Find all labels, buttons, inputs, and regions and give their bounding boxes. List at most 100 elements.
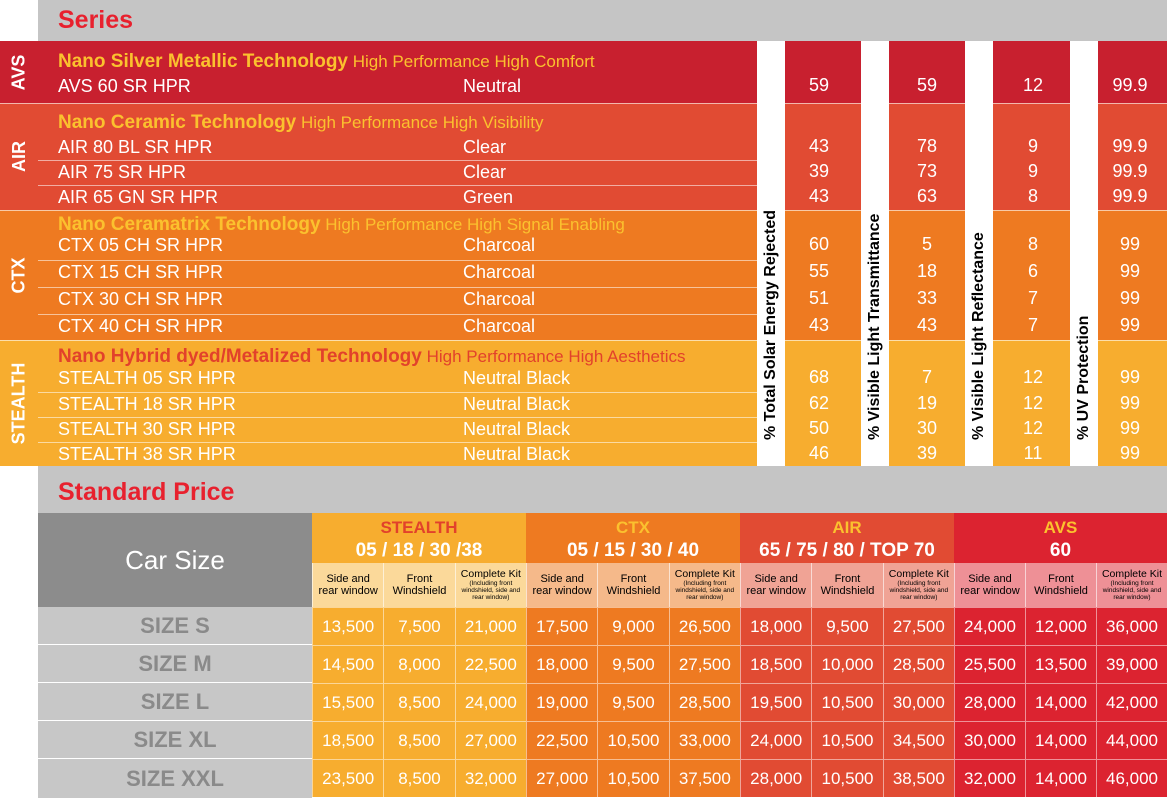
product-row: STEALTH 38 SR HPR Neutral Black (38, 442, 758, 467)
sub-header-line2: Windshield (606, 585, 661, 597)
product-row: CTX 40 CH SR HPR Charcoal (38, 314, 758, 339)
price-group-name: AIR (832, 518, 862, 537)
tech-tagline: High Performance High Visibility (301, 113, 544, 132)
sub-header-text: Complete Kit (Including front windshield,… (456, 569, 526, 602)
price-cell: 27,500 (668, 645, 740, 683)
metric-value: 99 (1119, 393, 1141, 413)
metric-value: 7 (1027, 315, 1038, 335)
sub-header-text: Side and rear window (960, 573, 1019, 597)
metric-value: 99 (1119, 315, 1141, 335)
price-cell: 10,500 (811, 683, 883, 721)
price-cell: 18,500 (312, 721, 384, 759)
metric-label: % Total Solar Energy Rejected (762, 210, 779, 440)
price-cell: 10,500 (811, 721, 883, 759)
metric-value: 8 (1027, 186, 1038, 206)
price-group-models: 60 (1049, 540, 1072, 561)
metric-value: 99.9 (1112, 186, 1148, 206)
tech-name: Nano Ceramatrix Technology (58, 214, 321, 235)
price-title: Standard Price (58, 478, 235, 506)
metric-value: 43 (808, 315, 830, 335)
sub-header-text: Front Windshield (393, 573, 447, 597)
sub-header-line2: rear window (318, 585, 378, 597)
sub-header-text: Front Windshield (821, 573, 875, 597)
row-separator (38, 185, 758, 186)
product-color: Charcoal (463, 289, 536, 309)
band-divider (0, 103, 1167, 104)
sub-header-line1: Front (1048, 573, 1074, 585)
price-group-models: 05 / 18 / 30 /38 (355, 540, 483, 561)
size-label: SIZE L (38, 683, 312, 720)
price-sub-header: Front Windshield (383, 563, 455, 607)
sub-header-line1: Complete Kit (674, 568, 735, 580)
price-cell: 27,000 (454, 721, 526, 759)
price-cell: 26,500 (668, 607, 740, 645)
product-name: STEALTH 18 SR HPR (58, 394, 236, 414)
price-cell: 10,500 (811, 759, 883, 797)
price-cell: 18,500 (740, 645, 812, 683)
tech-headline: Nano Ceramatrix Technology High Performa… (58, 214, 625, 236)
sub-header-line2: Windshield (820, 585, 875, 597)
sub-header-line1: Front (834, 573, 861, 585)
metric-value: 12 (1022, 418, 1044, 438)
product-name: AIR 80 BL SR HPR (58, 137, 213, 157)
price-cell: 33,000 (668, 721, 740, 759)
metric-value: 51 (808, 288, 830, 308)
product-name: CTX 05 CH SR HPR (58, 235, 224, 255)
row-separator (38, 260, 758, 261)
tech-name: Nano Hybrid dyed/Metalized Technology (58, 346, 422, 367)
price-cell: 28,000 (954, 683, 1025, 721)
price-group-models: 05 / 15 / 30 / 40 (566, 540, 700, 561)
metric-value: 99 (1119, 418, 1141, 438)
metric-value: 39 (916, 443, 938, 463)
product-row: CTX 05 CH SR HPR Charcoal (38, 233, 758, 258)
tech-tagline: High Performance High Comfort (352, 52, 595, 71)
series-tag-air: AIR (0, 103, 38, 210)
metric-value: 78 (916, 136, 938, 156)
series-tag-avs: AVS (0, 41, 38, 103)
price-cell: 23,500 (312, 759, 384, 797)
price-cell: 13,500 (1025, 645, 1096, 683)
sub-header-line2: rear window (532, 585, 592, 597)
product-row: AIR 75 SR HPR Clear (38, 160, 758, 185)
metric-value: 55 (808, 261, 830, 281)
price-sub-header: Complete Kit (Including front windshield,… (882, 563, 954, 607)
price-cell: 28,500 (668, 683, 740, 721)
sub-header-note: (Including front windshield, side and re… (675, 580, 735, 601)
price-cell: 21,000 (454, 607, 526, 645)
metric-value: 7 (921, 367, 932, 387)
price-cell: 10,500 (597, 721, 669, 759)
price-cell: 22,500 (454, 645, 526, 683)
sub-header-line1: Side and (968, 573, 1012, 585)
band-divider (0, 210, 1167, 211)
metric-value: 63 (916, 186, 938, 206)
metric-value: 11 (1023, 443, 1043, 463)
sub-header-text: Complete Kit (Including front windshield,… (670, 568, 740, 602)
tech-name: Nano Silver Metallic Technology (58, 51, 348, 72)
price-group-header: AVS 60 (954, 513, 1167, 563)
tech-tagline: High Performance High Signal Enabling (325, 215, 625, 234)
price-cell: 38,500 (882, 759, 954, 797)
price-header: Standard Price (38, 466, 1167, 513)
metric-value: 99 (1119, 234, 1141, 254)
sub-header-note: (Including front windshield, side and re… (1102, 580, 1162, 601)
series-tag-label: STEALTH (8, 362, 29, 444)
product-name: CTX 30 CH SR HPR (58, 289, 224, 309)
product-row: STEALTH 30 SR HPR Neutral Black (38, 417, 758, 442)
product-row: AIR 65 GN SR HPR Green (38, 185, 758, 210)
price-cell: 14,000 (1025, 683, 1096, 721)
price-cell: 24,000 (740, 721, 812, 759)
row-separator (38, 392, 758, 393)
product-color: Clear (463, 162, 507, 182)
product-name: AIR 75 SR HPR (58, 162, 187, 182)
series-tag-label: AVS (8, 54, 29, 90)
metric-value: 43 (916, 315, 938, 335)
price-sub-header: Side and rear window (312, 563, 384, 607)
row-separator (38, 287, 758, 288)
product-color: Neutral Black (463, 444, 571, 464)
metric-label: % Visible Light Transmittance (866, 213, 883, 440)
price-sub-header: Side and rear window (526, 563, 598, 607)
price-cell: 17,500 (526, 607, 598, 645)
price-cell: 46,000 (1096, 759, 1167, 797)
metric-value: 46 (808, 443, 830, 463)
sub-header-line1: Complete Kit (1101, 568, 1163, 580)
